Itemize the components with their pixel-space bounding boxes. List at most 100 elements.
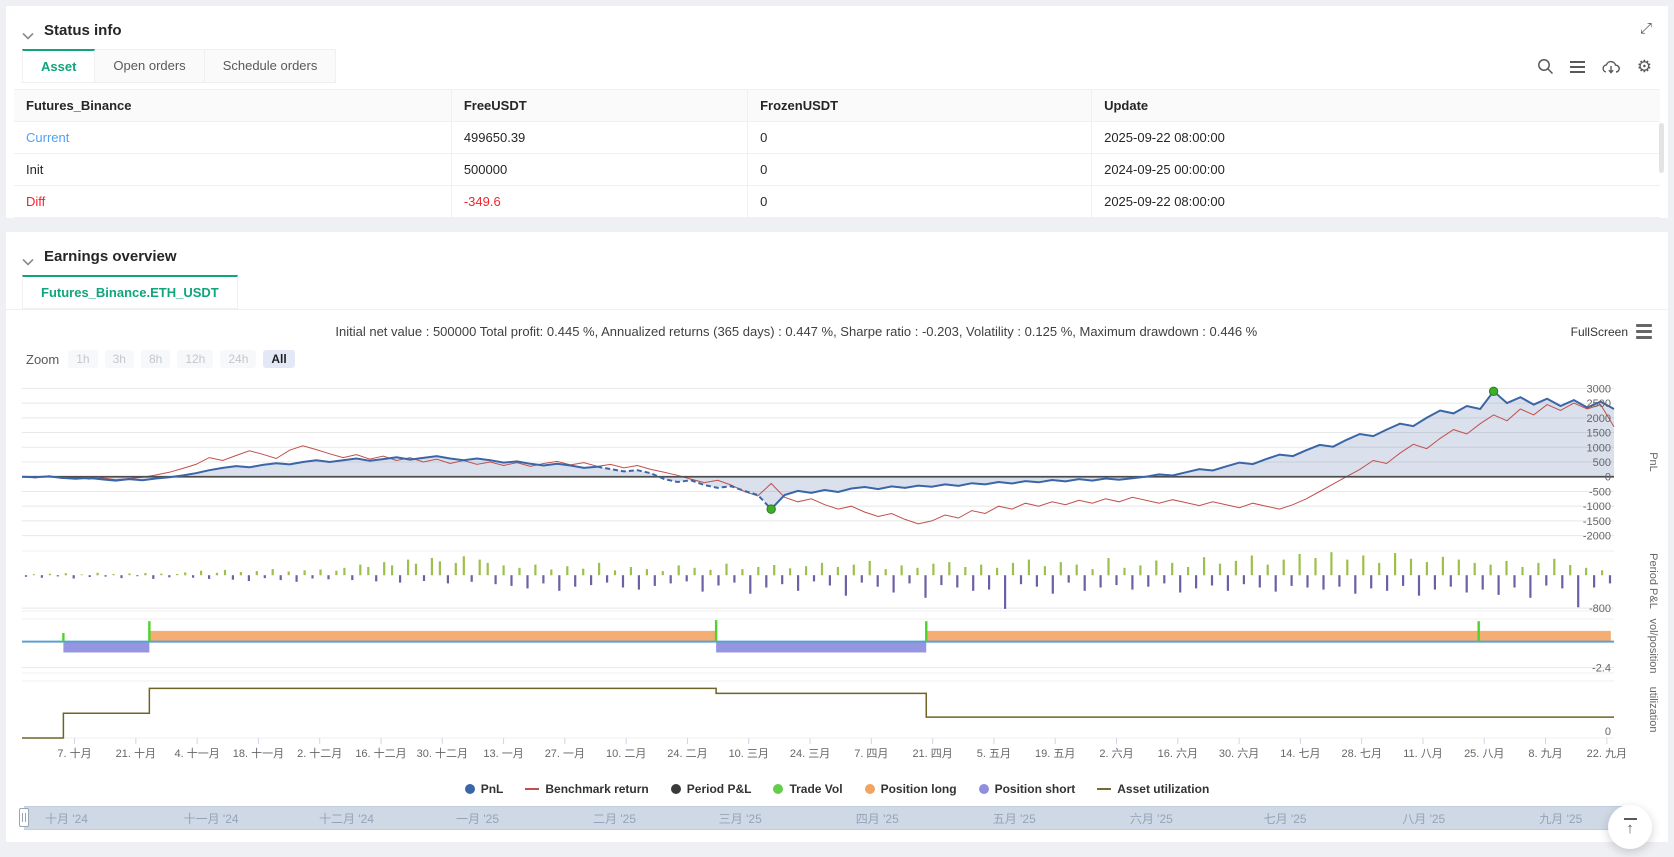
svg-text:27. 一月: 27. 一月 — [545, 748, 585, 760]
svg-text:4. 十一月: 4. 十一月 — [175, 746, 220, 760]
chart-summary: Initial net value : 500000 Total profit:… — [22, 324, 1571, 339]
tab-open-orders-label: Open orders — [113, 58, 185, 73]
chart-navigator[interactable]: 十月 '24十一月 '24十二月 '24一月 '25二月 '25三月 '25四月… — [24, 806, 1636, 830]
svg-text:PnL: PnL — [1647, 452, 1659, 472]
menu-icon[interactable] — [1570, 61, 1585, 73]
svg-text:-2000: -2000 — [1583, 531, 1611, 543]
zoom-controls: Zoom 1h 3h 8h 12h 24h All — [6, 339, 1668, 373]
tab-symbol[interactable]: Futures_Binance.ETH_USDT — [22, 275, 238, 309]
diff-label: Diff — [14, 186, 452, 218]
fullscreen-button[interactable]: FullScreen — [1571, 324, 1652, 339]
settings-icon[interactable]: ⚙ — [1637, 58, 1652, 75]
svg-text:16. 六月: 16. 六月 — [1158, 747, 1198, 760]
legend-item-position-long[interactable]: Position long — [865, 782, 957, 796]
asset-table: Futures_Binance FreeUSDT FrozenUSDT Upda… — [14, 89, 1660, 218]
svg-text:25. 八月: 25. 八月 — [1464, 748, 1504, 760]
legend-label: Position short — [995, 782, 1076, 796]
chevron-down-icon[interactable] — [22, 253, 34, 261]
current-update: 2025-09-22 08:00:00 — [1092, 122, 1660, 154]
chart-menu-icon[interactable] — [1636, 324, 1652, 339]
svg-text:22. 九月: 22. 九月 — [1587, 747, 1627, 760]
legend-item-asset-utilization[interactable]: Asset utilization — [1097, 782, 1209, 796]
svg-text:2. 六月: 2. 六月 — [1099, 747, 1133, 760]
legend-label: Position long — [881, 782, 957, 796]
svg-text:3000: 3000 — [1587, 383, 1611, 395]
legend-item-position-short[interactable]: Position short — [979, 782, 1076, 796]
svg-text:utilization: utilization — [1647, 687, 1659, 733]
svg-text:vol/position: vol/position — [1647, 618, 1659, 673]
svg-text:21. 四月: 21. 四月 — [912, 748, 952, 760]
legend-line-marker — [1097, 788, 1111, 790]
svg-text:14. 七月: 14. 七月 — [1280, 747, 1320, 760]
chevron-down-icon[interactable] — [22, 27, 34, 35]
cloud-download-icon[interactable] — [1601, 59, 1621, 75]
svg-text:-1000: -1000 — [1583, 501, 1611, 513]
tab-symbol-label: Futures_Binance.ETH_USDT — [41, 285, 219, 300]
legend-line-marker — [525, 788, 539, 790]
table-row-diff: Diff -349.6 0 2025-09-22 08:00:00 — [14, 186, 1660, 218]
navigator-month-label: 五月 '25 — [993, 807, 1036, 831]
legend-item-trade-vol[interactable]: Trade Vol — [773, 782, 842, 796]
svg-text:0: 0 — [1605, 472, 1611, 484]
legend-label: Trade Vol — [789, 782, 842, 796]
navigator-month-label: 一月 '25 — [456, 807, 499, 831]
navigator-month-label: 四月 '25 — [856, 807, 899, 831]
svg-text:Period P&L: Period P&L — [1647, 553, 1659, 609]
current-link[interactable]: Current — [14, 122, 452, 154]
svg-text:-1500: -1500 — [1583, 516, 1611, 528]
col-header-freeusdt: FreeUSDT — [452, 89, 748, 122]
svg-text:19. 五月: 19. 五月 — [1035, 748, 1075, 760]
navigator-month-label: 六月 '25 — [1130, 807, 1173, 831]
svg-text:11. 八月: 11. 八月 — [1403, 748, 1443, 760]
navigator-month-label: 七月 '25 — [1264, 807, 1307, 831]
legend-item-period-p-l[interactable]: Period P&L — [671, 782, 752, 796]
init-free: 500000 — [452, 154, 748, 186]
navigator-month-label: 十二月 '24 — [319, 807, 374, 831]
svg-text:28. 七月: 28. 七月 — [1341, 747, 1381, 760]
svg-text:-2.4: -2.4 — [1592, 663, 1611, 675]
svg-text:5. 五月: 5. 五月 — [977, 748, 1011, 760]
zoom-all[interactable]: All — [263, 350, 294, 368]
status-info-card: Status info ⤢ Asset Open orders Schedule… — [6, 6, 1668, 218]
navigator-month-label: 九月 '25 — [1539, 807, 1582, 831]
status-info-title: Status info — [44, 22, 122, 39]
earnings-card: Earnings overview Futures_Binance.ETH_US… — [6, 232, 1668, 842]
fullscreen-label: FullScreen — [1571, 325, 1628, 339]
legend-item-benchmark-return[interactable]: Benchmark return — [525, 782, 648, 796]
navigator-month-label: 十一月 '24 — [184, 807, 239, 831]
svg-text:-500: -500 — [1589, 486, 1611, 498]
svg-text:30. 六月: 30. 六月 — [1219, 747, 1259, 760]
up-arrow-icon: ↑ — [1626, 821, 1634, 836]
navigator-left-handle[interactable] — [19, 808, 29, 827]
legend-dot-marker — [671, 784, 681, 794]
earnings-chart[interactable]: 300025002000150010005000-500-1000-1500-2… — [6, 373, 1668, 771]
svg-text:16. 十二月: 16. 十二月 — [355, 746, 406, 760]
navigator-track[interactable]: 十月 '24十一月 '24十二月 '24一月 '25二月 '25三月 '25四月… — [24, 806, 1636, 830]
svg-text:1500: 1500 — [1587, 428, 1611, 440]
navigator-month-label: 三月 '25 — [719, 807, 762, 831]
zoom-3h[interactable]: 3h — [105, 350, 134, 368]
tab-schedule-orders-label: Schedule orders — [223, 58, 318, 73]
back-to-top-button[interactable]: ↑ — [1608, 805, 1652, 849]
legend-label: PnL — [481, 782, 504, 796]
tab-open-orders[interactable]: Open orders — [95, 49, 204, 83]
legend-dot-marker — [773, 784, 783, 794]
zoom-8h[interactable]: 8h — [141, 350, 170, 368]
svg-text:7. 十月: 7. 十月 — [57, 746, 91, 760]
svg-text:10. 三月: 10. 三月 — [729, 748, 769, 760]
svg-text:7. 四月: 7. 四月 — [854, 748, 888, 760]
tab-schedule-orders[interactable]: Schedule orders — [205, 49, 337, 83]
legend-item-pnl[interactable]: PnL — [465, 782, 504, 796]
zoom-1h[interactable]: 1h — [68, 350, 97, 368]
legend-dot-marker — [979, 784, 989, 794]
svg-text:2. 十二月: 2. 十二月 — [297, 746, 342, 760]
legend-label: Asset utilization — [1117, 782, 1209, 796]
search-icon[interactable] — [1537, 58, 1554, 75]
zoom-12h[interactable]: 12h — [177, 350, 213, 368]
expand-icon[interactable]: ⤢ — [1640, 20, 1652, 37]
status-tabs: Asset Open orders Schedule orders — [22, 49, 336, 83]
zoom-24h[interactable]: 24h — [220, 350, 256, 368]
table-scrollbar[interactable] — [1659, 123, 1664, 173]
tab-asset[interactable]: Asset — [22, 49, 95, 83]
col-header-account: Futures_Binance — [14, 89, 452, 122]
